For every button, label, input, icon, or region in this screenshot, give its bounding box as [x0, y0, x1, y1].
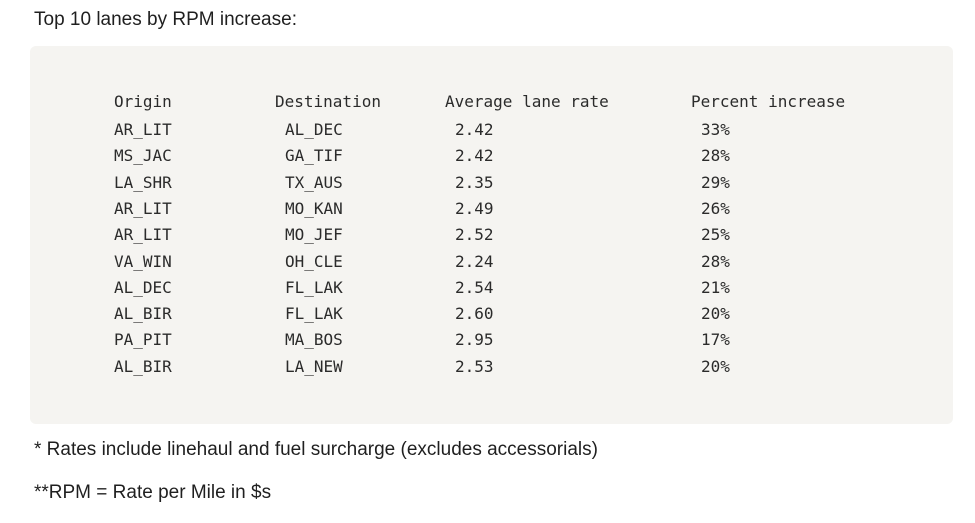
cell-percent-increase: 28%: [701, 251, 730, 271]
header-destination: Destination: [275, 92, 381, 111]
code-block: Origin Destination Average lane rate Percen…: [30, 46, 953, 424]
cell-percent-increase: 26%: [701, 198, 730, 218]
rates-footnote: * Rates include linehaul and fuel surcha…: [34, 439, 598, 460]
cell-average-lane-rate: 2.53: [455, 356, 494, 376]
cell-percent-increase: 21%: [701, 277, 730, 297]
rpm-footnote: **RPM = Rate per Mile in $s: [34, 482, 272, 503]
page-heading: Top 10 lanes by RPM increase:: [34, 9, 297, 30]
cell-destination: AL_DEC: [285, 120, 343, 139]
cell-destination: OH_CLE: [285, 251, 343, 271]
cell-average-lane-rate: 2.54: [455, 277, 494, 297]
cell-percent-increase: 29%: [701, 172, 730, 192]
cell-percent-increase: 33%: [701, 120, 730, 139]
cell-destination: FL_LAK: [285, 304, 343, 324]
cell-origin: AL_BIR: [114, 356, 172, 376]
cell-origin: AR_LIT: [114, 120, 172, 139]
cell-destination: MO_JEF: [285, 225, 343, 245]
cell-destination: GA_TIF: [285, 146, 343, 166]
cell-origin: LA_SHR: [114, 172, 172, 192]
cell-average-lane-rate: 2.49: [455, 198, 494, 218]
cell-destination: MA_BOS: [285, 330, 343, 350]
cell-average-lane-rate: 2.52: [455, 225, 494, 245]
cell-percent-increase: 28%: [701, 146, 730, 166]
cell-destination: FL_LAK: [285, 277, 343, 297]
cell-origin: AL_DEC: [114, 277, 172, 297]
cell-origin: AL_BIR: [114, 304, 172, 324]
cell-origin: AR_LIT: [114, 198, 172, 218]
cell-percent-increase: 20%: [701, 304, 730, 324]
cell-destination: LA_NEW: [285, 356, 343, 376]
cell-percent-increase: 25%: [701, 225, 730, 245]
cell-origin: AR_LIT: [114, 225, 172, 245]
cell-percent-increase: 17%: [701, 330, 730, 350]
cell-origin: MS_JAC: [114, 146, 172, 166]
cell-percent-increase: 20%: [701, 356, 730, 376]
cell-average-lane-rate: 2.95: [455, 330, 494, 350]
cell-destination: MO_KAN: [285, 198, 343, 218]
header-average-lane-rate: Average lane rate: [445, 92, 609, 111]
cell-average-lane-rate: 2.24: [455, 251, 494, 271]
cell-average-lane-rate: 2.42: [455, 120, 494, 139]
header-percent-increase: Percent increase: [691, 92, 846, 111]
cell-average-lane-rate: 2.35: [455, 172, 494, 192]
header-origin: Origin: [114, 92, 172, 111]
cell-destination: TX_AUS: [285, 172, 343, 192]
cell-average-lane-rate: 2.60: [455, 304, 494, 324]
cell-origin: VA_WIN: [114, 251, 172, 271]
cell-origin: PA_PIT: [114, 330, 172, 350]
cell-average-lane-rate: 2.42: [455, 146, 494, 166]
